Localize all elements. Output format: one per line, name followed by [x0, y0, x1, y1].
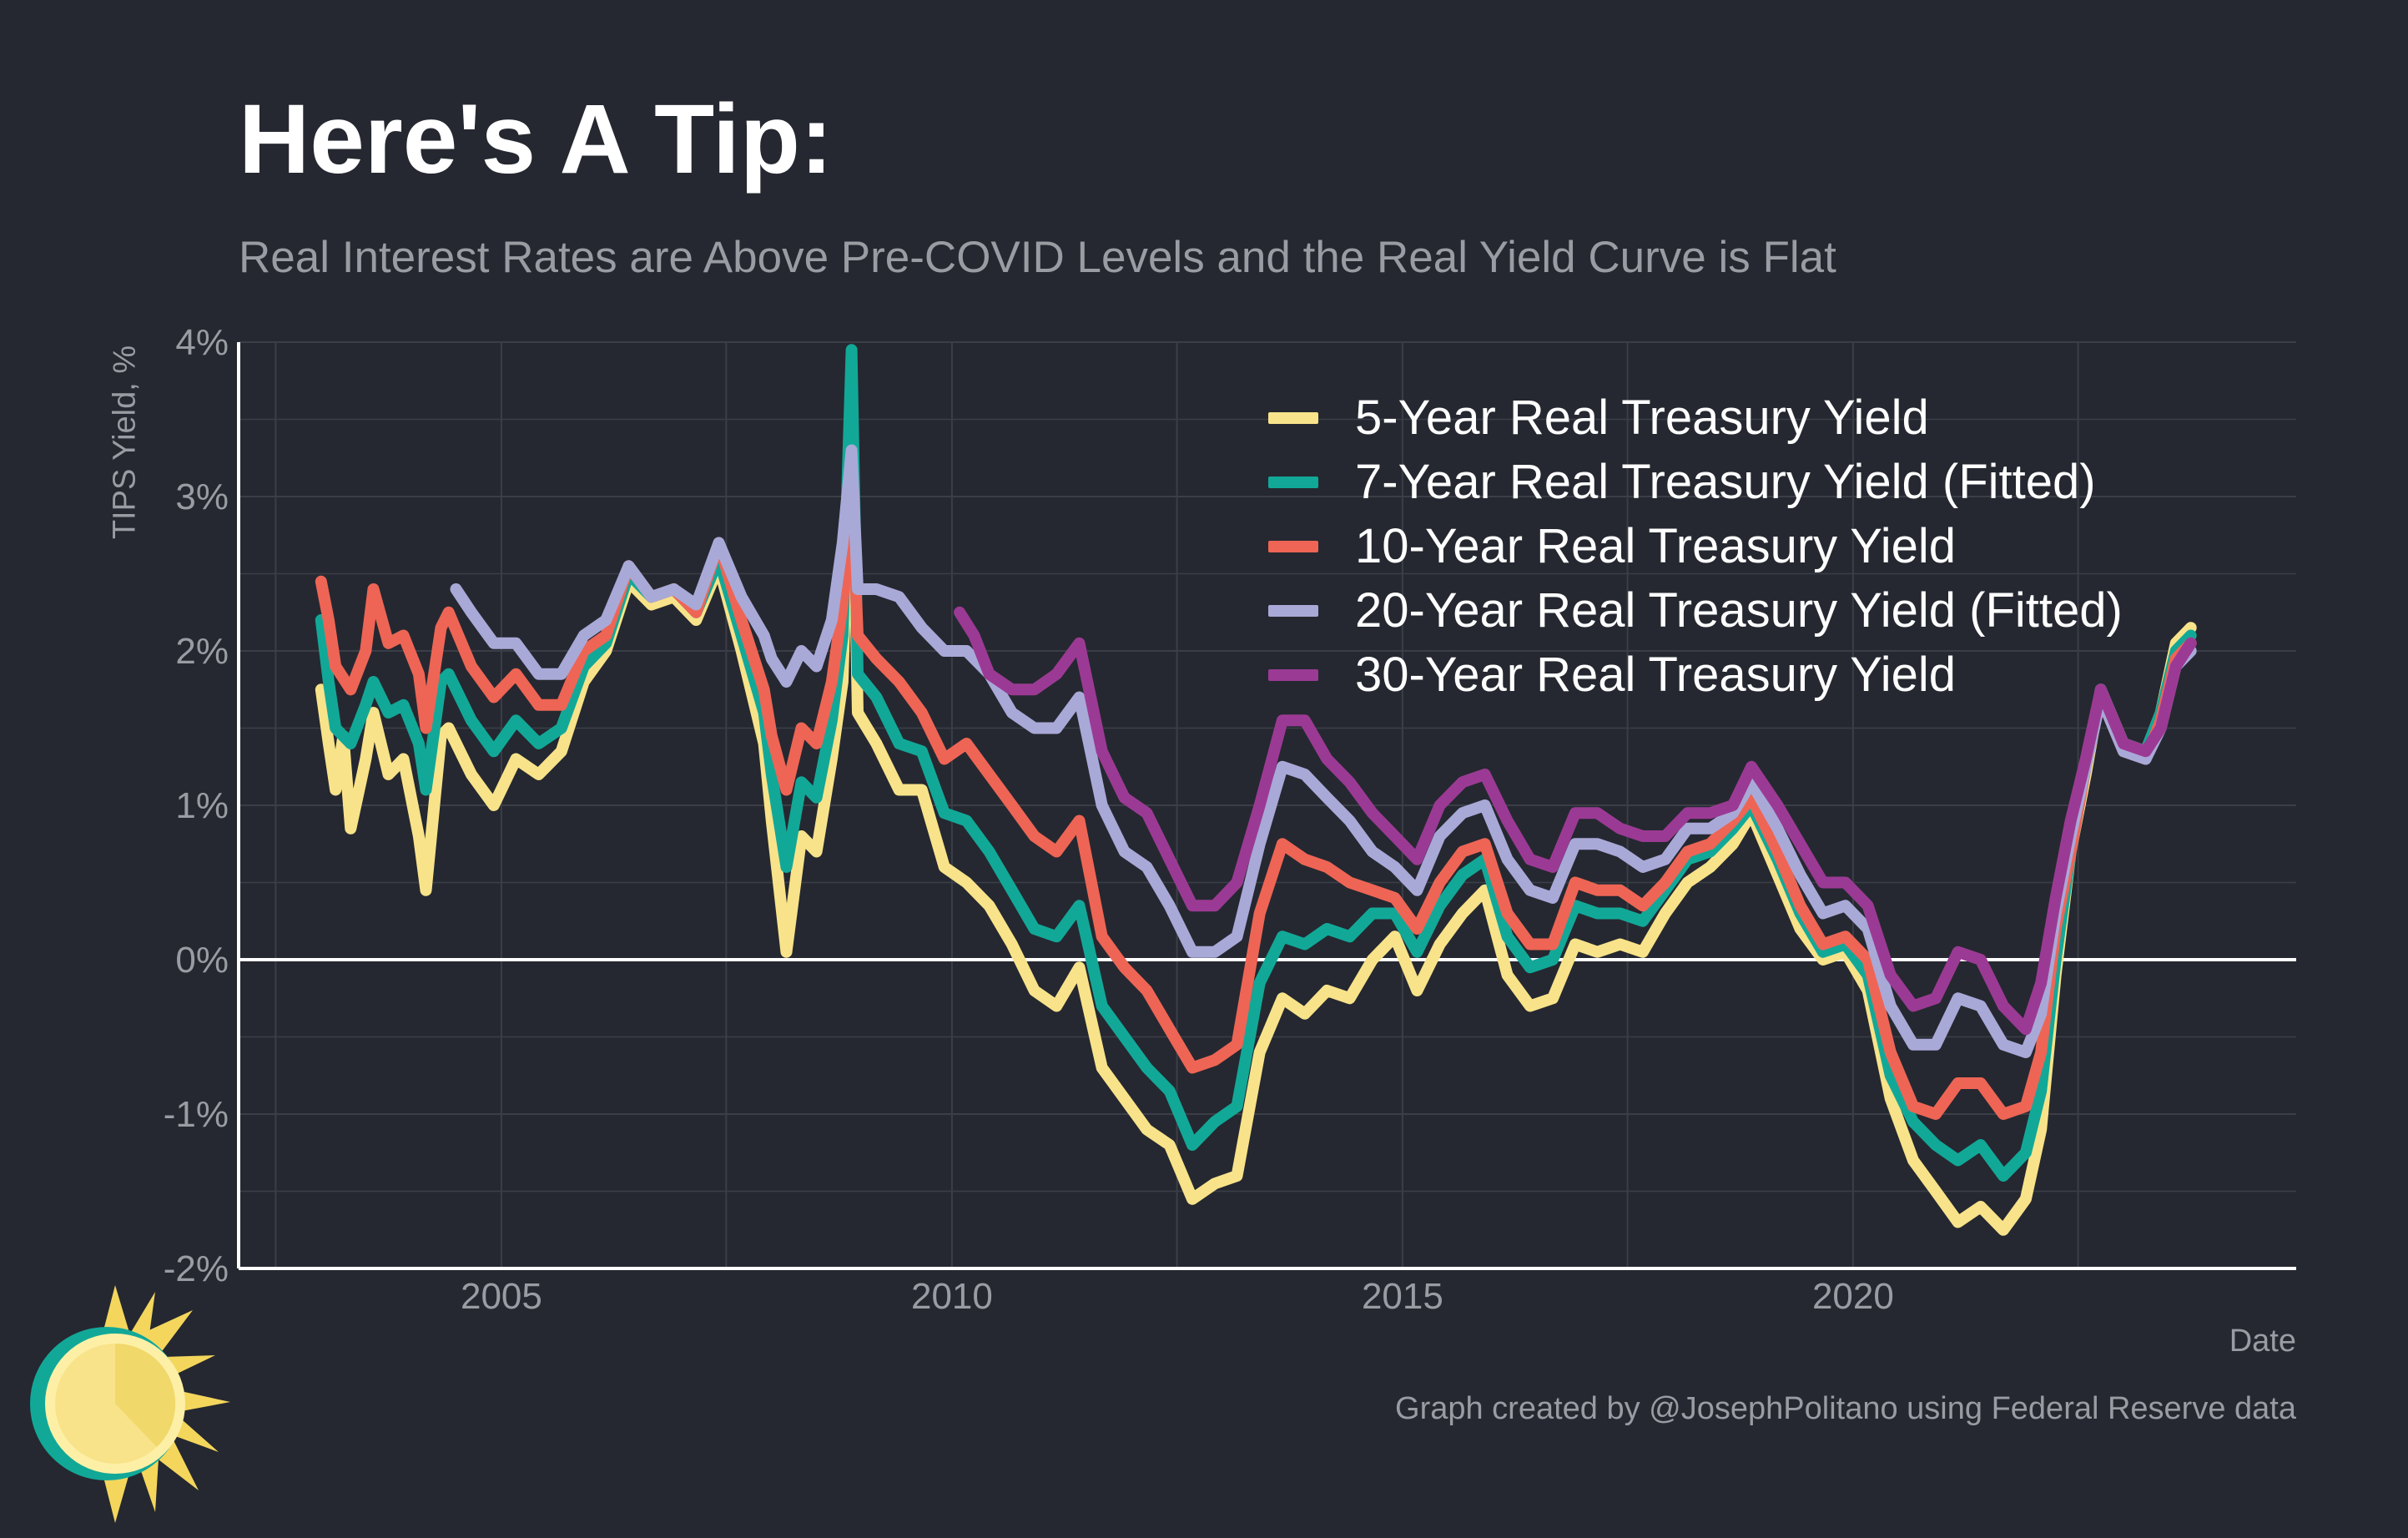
series-line-1: [315, 344, 2197, 1182]
series-line-4: [954, 606, 2197, 1036]
series-line-2: [315, 475, 2197, 1120]
legend-label: 5-Year Real Treasury Yield: [1355, 391, 1929, 445]
legend-label: 20-Year Real Treasury Yield (Fitted): [1355, 583, 2123, 638]
axes: [237, 342, 2296, 1270]
chart-title: Here's A Tip:: [239, 84, 834, 194]
legend-item-7y: 7-Year Real Treasury Yield (Fitted): [1268, 450, 2123, 514]
series-line-3: [450, 444, 2197, 1058]
x-axis-label: Date: [2229, 1324, 2296, 1359]
y-tick-label: 1%: [175, 785, 229, 826]
legend-label: 10-Year Real Treasury Yield: [1355, 519, 1957, 573]
grid-lines: [239, 341, 2296, 1269]
legend-label: 7-Year Real Treasury Yield (Fitted): [1355, 455, 2096, 509]
x-tick-label: 2015: [1362, 1276, 1443, 1317]
y-tick-label: 4%: [175, 322, 229, 363]
series-line-0: [315, 382, 2197, 1236]
x-tick-label: 2010: [911, 1276, 993, 1317]
legend-item-10y: 10-Year Real Treasury Yield: [1268, 514, 2123, 578]
y-tick-label: 3%: [175, 477, 229, 517]
chart-subtitle: Real Interest Rates are Above Pre-COVID …: [239, 233, 1836, 282]
x-tick-label: 2005: [461, 1276, 542, 1317]
y-tick-label: 2%: [175, 631, 229, 672]
legend-swatch: [1268, 668, 1318, 681]
legend-label: 30-Year Real Treasury Yield: [1355, 648, 1957, 702]
sun-logo-icon: [30, 1285, 230, 1523]
legend: 5-Year Real Treasury Yield 7-Year Real T…: [1268, 386, 2123, 707]
legend-swatch: [1268, 411, 1318, 424]
legend-swatch: [1268, 476, 1318, 488]
legend-item-20y: 20-Year Real Treasury Yield (Fitted): [1268, 578, 2123, 643]
tick-labels: 4% 3% 2% 1% 0% -1% -2% 2005 2010 2015 2020: [164, 322, 1894, 1317]
x-tick-label: 2020: [1812, 1276, 1894, 1317]
legend-swatch: [1268, 540, 1318, 552]
legend-swatch: [1268, 604, 1318, 617]
y-tick-label: -2%: [164, 1248, 229, 1289]
source-caption: Graph created by @JosephPolitano using F…: [1395, 1391, 2296, 1426]
series-lines: [315, 344, 2197, 1236]
y-tick-label: 0%: [175, 940, 229, 981]
legend-item-30y: 30-Year Real Treasury Yield: [1268, 643, 2123, 707]
legend-item-5y: 5-Year Real Treasury Yield: [1268, 386, 2123, 450]
y-axis-label: TIPS Yield, %: [107, 345, 143, 540]
y-tick-label: -1%: [164, 1094, 229, 1135]
